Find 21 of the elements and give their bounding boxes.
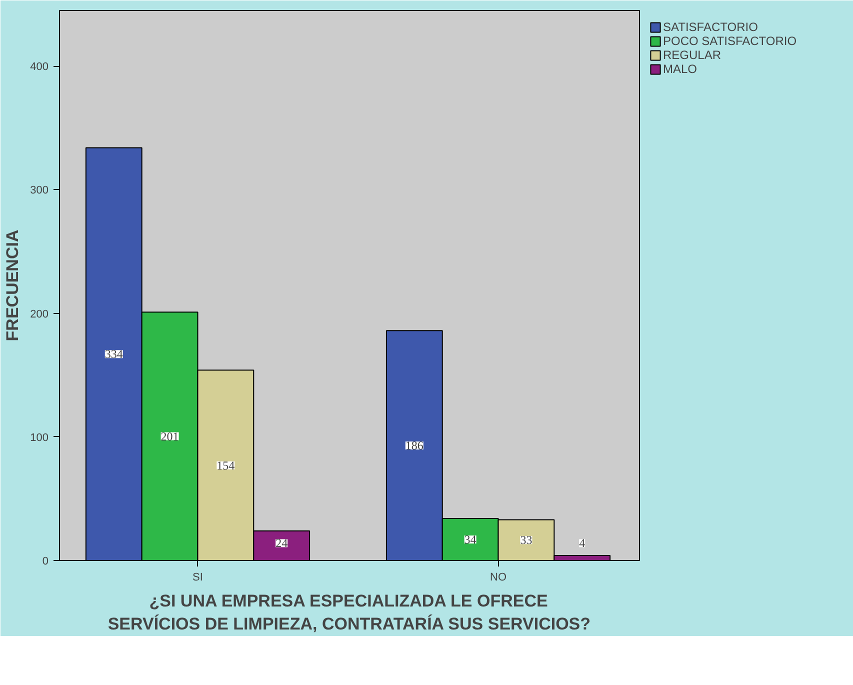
data-label: 201	[160, 429, 179, 444]
data-label: 186	[405, 438, 424, 453]
legend-label: MALO	[663, 62, 698, 76]
y-tick-label: 200	[30, 308, 49, 320]
x-tick-label: NO	[490, 572, 507, 584]
y-tick-label: 300	[30, 184, 49, 197]
legend-label: REGULAR	[663, 48, 722, 62]
legend-label: POCO SATISFACTORIO	[663, 34, 797, 48]
y-tick-label: 100	[30, 432, 49, 444]
data-label: 4	[579, 536, 586, 550]
legend-label: SATISFACTORIO	[663, 20, 758, 34]
x-axis-title: ¿SI UNA EMPRESA ESPECIALIZADA LE OFRECE SERVÍCIOS DE LIMPIEZA, CONTRATARÍA SUS SERVICIOS?	[108, 592, 591, 634]
x-tick-label: SI	[192, 572, 203, 584]
data-label: 334	[104, 347, 123, 362]
data-label: 24	[276, 536, 288, 550]
y-axis-title: FRECUENCIA	[3, 230, 22, 342]
y-tick-label: 0	[42, 556, 49, 568]
y-tick-label: 400	[30, 61, 49, 74]
data-label: 34	[464, 532, 476, 546]
data-label: 33	[520, 533, 532, 548]
data-label: 154	[216, 458, 235, 472]
